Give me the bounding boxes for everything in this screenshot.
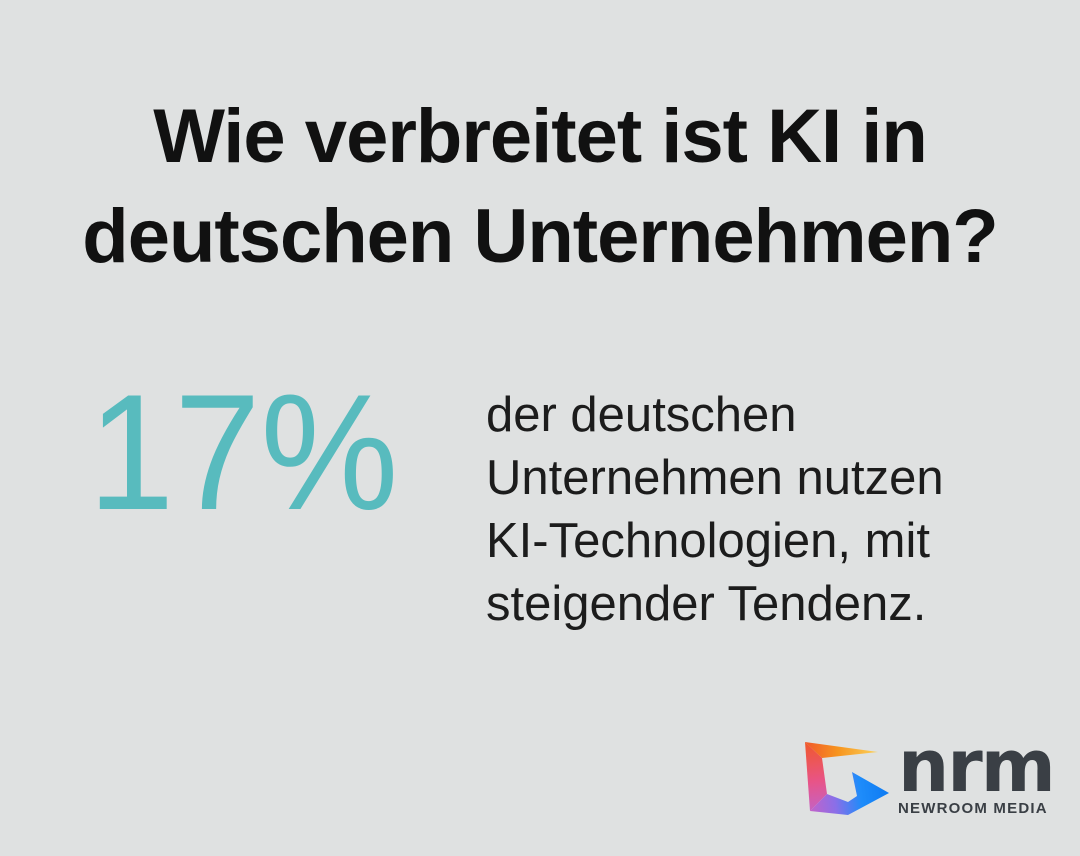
- page-title-line-1: Wie verbreitet ist KI in: [153, 94, 928, 179]
- logo-top-stroke: [805, 742, 878, 758]
- stat-value: 17%: [88, 360, 399, 544]
- logo-wordmark: nrm: [898, 724, 1056, 808]
- logo-subtitle: NEWROOM MEDIA: [898, 800, 1048, 817]
- logo-text: nrm NEWROOM MEDIA: [898, 724, 1056, 817]
- stat-description-line: KI-Technologien, mit: [486, 514, 930, 568]
- newroom-media-g-mark-icon: [805, 742, 889, 815]
- newroom-media-logo: nrm NEWROOM MEDIA: [800, 724, 1056, 823]
- logo-left-stroke: [805, 742, 827, 811]
- logo-bottom-arrow-stroke: [810, 772, 889, 815]
- stat-description: der deutschen Unternehmen nutzen KI-Tech…: [486, 384, 1006, 636]
- stat-description-line: Unternehmen nutzen: [486, 451, 944, 505]
- stat-description-line: der deutschen: [486, 388, 797, 442]
- stat-description-line: steigender Tendenz.: [486, 577, 927, 631]
- page-title-line-2: deutschen Unternehmen?: [82, 194, 998, 279]
- page-title: Wie verbreitet ist KI in deutschen Unter…: [0, 87, 1080, 287]
